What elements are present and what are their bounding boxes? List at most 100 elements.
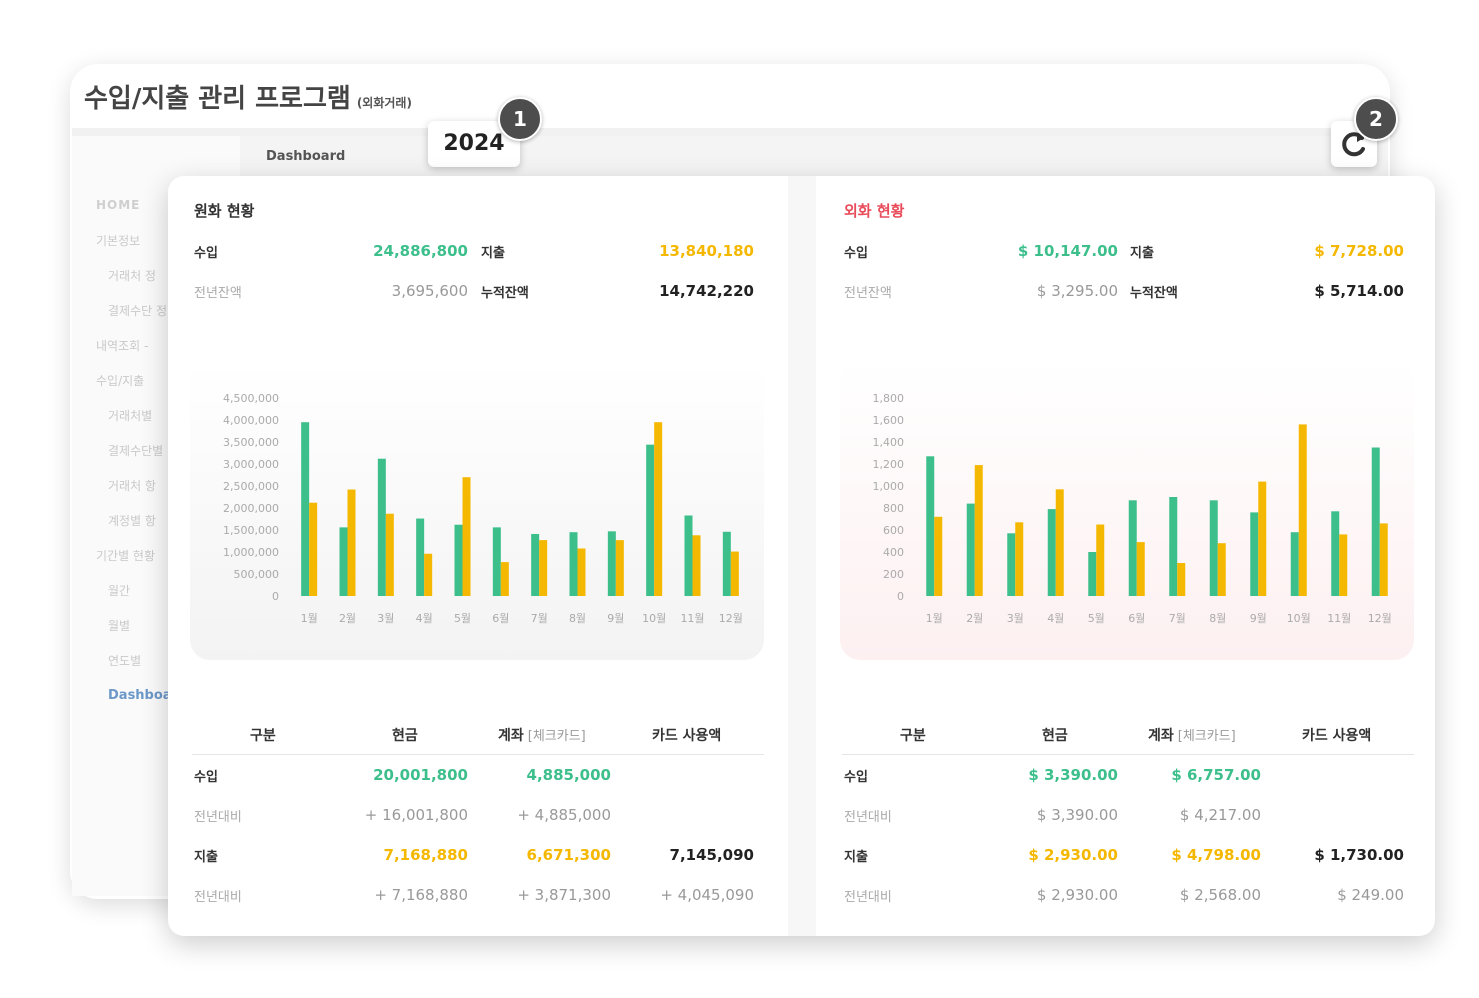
krw-bar-expense-10 [654, 422, 663, 596]
sidebar-item-client-info[interactable]: 거래처 정 [108, 269, 156, 283]
panel-divider [788, 176, 816, 936]
sidebar-item-basic-info[interactable]: 기본정보 [96, 234, 141, 248]
krw-bar-income-5 [454, 524, 463, 596]
krw-expense-label: 지출 [481, 246, 505, 261]
krw-row-yoy1-label: 전년대비 [194, 810, 242, 825]
sidebar-item-payment-info[interactable]: 결제수단 정 [108, 304, 168, 318]
krw-bar-expense-3 [385, 513, 394, 596]
fx-row-yoy1-label: 전년대비 [844, 810, 892, 825]
krw-xtick-6: 6월 [492, 612, 509, 625]
dashboard-card: 원화 현황 수입 24,886,800 지출 13,840,180 전년잔액 3… [168, 176, 1435, 936]
fx-xtick-9: 9월 [1250, 612, 1267, 625]
fx-panel: 외화 현황 수입 $ 10,147.00 지출 $ 7,728.00 전년잔액 … [818, 176, 1418, 936]
fx-bar-income-9 [1250, 512, 1259, 596]
krw-panel: 원화 현황 수입 24,886,800 지출 13,840,180 전년잔액 3… [168, 176, 768, 936]
fx-title: 외화 현황 [844, 202, 905, 220]
fx-row-yoy1-cash: $ 3,390.00 [1036, 806, 1118, 824]
krw-th-cash: 현금 [392, 728, 418, 744]
krw-prev-label: 전년잔액 [194, 286, 242, 301]
fx-bar-income-8 [1209, 500, 1218, 596]
krw-bar-expense-7 [539, 540, 548, 596]
krw-bar-expense-5 [462, 477, 471, 596]
krw-xtick-11: 11월 [680, 612, 704, 625]
krw-th-card: 카드 사용액 [652, 728, 722, 744]
krw-bar-expense-8 [577, 548, 586, 596]
fx-bar-expense-11 [1339, 534, 1348, 596]
krw-chart-card: 0 500,000 1,000,000 1,500,000 2,000,000 2,500… [190, 362, 764, 660]
sidebar-item-income-expense[interactable]: 수입/지출 [96, 374, 145, 388]
fx-bar-expense-2 [974, 465, 983, 596]
krw-bar-expense-12 [730, 551, 739, 596]
app-subtitle: (외화거래) [356, 96, 412, 110]
fx-income-value: $ 10,147.00 [1017, 242, 1118, 260]
krw-cum-label: 누적잔액 [481, 286, 529, 301]
krw-bar-income-11 [684, 515, 693, 596]
krw-ytick-9: 4,500,000 [223, 392, 279, 405]
krw-row-yoy2-card: + 4,045,090 [660, 886, 754, 904]
krw-bar-income-9 [607, 531, 616, 596]
fx-row-income-label: 수입 [844, 770, 868, 785]
badge-2: 2 [1354, 97, 1398, 141]
fx-bar-expense-7 [1177, 563, 1186, 596]
krw-th-category: 구분 [250, 728, 276, 744]
fx-bar-income-1 [926, 456, 935, 596]
fx-bar-expense-9 [1258, 481, 1267, 596]
sidebar-item-home[interactable]: HOME [96, 198, 141, 212]
krw-ytick-1: 500,000 [234, 568, 280, 581]
sidebar-item-dashboard[interactable]: Dashboa [108, 688, 172, 703]
fx-row-expense-account: $ 4,798.00 [1171, 846, 1261, 864]
fx-row-expense-label: 지출 [844, 850, 868, 865]
krw-xtick-9: 9월 [607, 612, 624, 625]
krw-bar-income-8 [569, 532, 578, 596]
fx-prev-value: $ 3,295.00 [1036, 282, 1118, 300]
krw-row-expense-account: 6,671,300 [526, 846, 611, 864]
sidebar-item-monthly[interactable]: 월간 [108, 584, 131, 598]
krw-bar-income-12 [722, 531, 731, 596]
year-selector[interactable]: 2024 [428, 121, 520, 167]
fx-row-income-account: $ 6,757.00 [1171, 766, 1261, 784]
sidebar-item-account-item[interactable]: 계정별 항 [108, 514, 156, 528]
fx-row-yoy1-account: $ 4,217.00 [1179, 806, 1261, 824]
fx-xtick-8: 8월 [1209, 612, 1226, 625]
fx-ytick-0: 0 [897, 590, 904, 603]
krw-ytick-3: 1,500,000 [223, 524, 279, 537]
fx-th-category: 구분 [900, 728, 926, 744]
krw-bar-chart: 0 500,000 1,000,000 1,500,000 2,000,000 2,500… [223, 392, 743, 625]
krw-ytick-8: 4,000,000 [223, 414, 279, 427]
krw-cum-value: 14,742,220 [659, 282, 754, 300]
krw-row-income-account: 4,885,000 [526, 766, 611, 784]
krw-row-yoy2-label: 전년대비 [194, 890, 242, 905]
sidebar-item-by-payment[interactable]: 결제수단별 [108, 444, 164, 458]
krw-xtick-3: 3월 [377, 612, 394, 625]
krw-bar-income-10 [646, 444, 655, 596]
krw-ytick-6: 3,000,000 [223, 458, 279, 471]
refresh-icon [1342, 132, 1365, 157]
fx-ytick-3: 600 [883, 524, 904, 537]
krw-xtick-1: 1월 [301, 612, 318, 625]
fx-row-yoy2-account: $ 2,568.00 [1179, 886, 1261, 904]
sidebar-item-by-month[interactable]: 월별 [108, 619, 131, 633]
krw-ytick-5: 2,500,000 [223, 480, 279, 493]
krw-row-income-cash: 20,001,800 [373, 766, 468, 784]
sidebar-item-period[interactable]: 기간별 현황 [96, 549, 156, 563]
fx-bar-expense-12 [1379, 523, 1388, 596]
krw-income-label: 수입 [194, 246, 218, 261]
fx-row-expense-cash: $ 2,930.00 [1028, 846, 1118, 864]
fx-row-yoy2-card: $ 249.00 [1337, 886, 1404, 904]
fx-cum-label: 누적잔액 [1130, 286, 1178, 301]
fx-bar-income-6 [1128, 500, 1137, 596]
fx-expense-value: $ 7,728.00 [1314, 242, 1404, 260]
sidebar-item-yearly[interactable]: 연도별 [108, 654, 142, 668]
fx-bar-expense-4 [1055, 489, 1064, 596]
krw-bar-income-4 [416, 518, 425, 596]
sidebar-item-by-client[interactable]: 거래처별 [108, 409, 153, 423]
fx-xtick-6: 6월 [1128, 612, 1145, 625]
fx-xtick-5: 5월 [1088, 612, 1105, 625]
krw-income-value: 24,886,800 [373, 242, 468, 260]
krw-bar-expense-11 [692, 535, 701, 596]
fx-bar-income-4 [1047, 509, 1056, 596]
fx-bar-income-10 [1290, 532, 1299, 596]
sidebar-item-client-item[interactable]: 거래처 항 [108, 479, 156, 493]
sidebar-item-history[interactable]: 내역조회 - [96, 339, 149, 353]
fx-bar-expense-6 [1136, 542, 1145, 596]
